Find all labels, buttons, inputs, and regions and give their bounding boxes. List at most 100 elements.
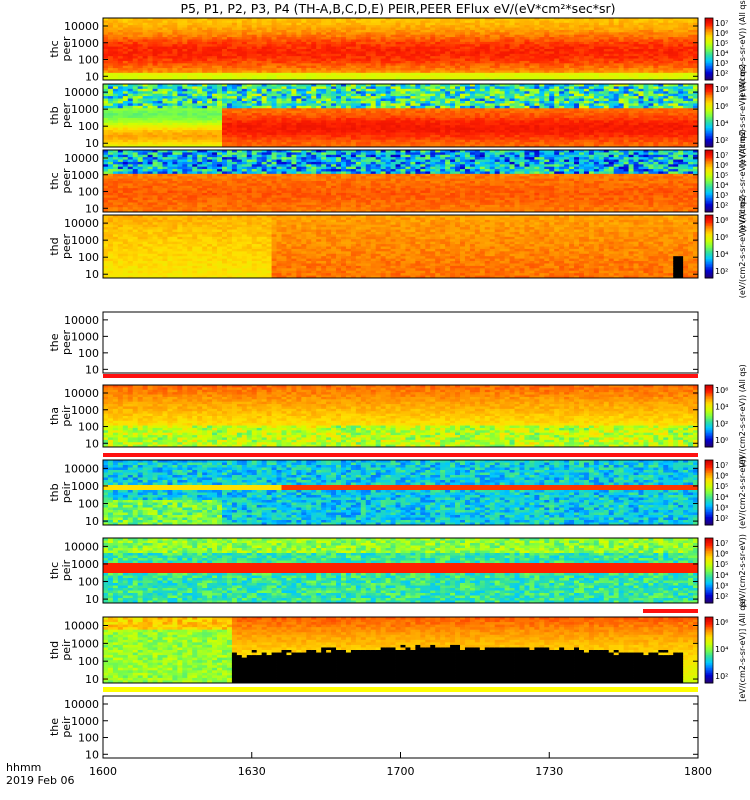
heatmap-cell <box>559 37 565 40</box>
heatmap-cell <box>182 144 188 148</box>
heatmap-cell <box>226 25 233 28</box>
heatmap-cell <box>514 60 520 64</box>
heatmap-cell <box>385 65 391 69</box>
heatmap-cell <box>608 34 615 38</box>
heatmap-cell <box>435 134 441 138</box>
heatmap-cell <box>539 56 545 59</box>
heatmap-cell <box>435 27 441 31</box>
heatmap-cell <box>574 70 580 74</box>
heatmap-cell <box>395 84 401 87</box>
heatmap-cell <box>663 37 669 40</box>
heatmap-cell <box>222 60 228 64</box>
heatmap-cell <box>311 117 317 121</box>
heatmap-cell <box>177 27 183 31</box>
heatmap-cell <box>142 98 149 102</box>
heatmap-cell <box>435 63 441 67</box>
heatmap-cell <box>569 53 575 57</box>
heatmap-cell <box>236 58 243 62</box>
heatmap-cell <box>365 44 372 48</box>
heatmap-cell <box>296 113 302 116</box>
heatmap-cell <box>271 51 277 55</box>
heatmap-cell <box>410 58 416 62</box>
heatmap-cell <box>182 113 188 116</box>
heatmap-cell <box>132 127 139 131</box>
heatmap-cell <box>202 41 208 45</box>
heatmap-cell <box>256 142 263 145</box>
heatmap-cell <box>370 115 377 119</box>
heatmap-cell <box>345 86 352 90</box>
heatmap-cell <box>683 20 689 24</box>
heatmap-cell <box>693 63 699 67</box>
heatmap-cell <box>187 115 193 119</box>
heatmap-cell <box>341 44 347 48</box>
heatmap-cell <box>142 142 149 145</box>
heatmap-cell <box>172 139 178 143</box>
heatmap-cell <box>112 75 119 79</box>
heatmap-cell <box>231 105 238 109</box>
heatmap-cell <box>514 18 520 21</box>
heatmap-cell <box>167 115 173 119</box>
heatmap-cell <box>132 49 139 52</box>
heatmap-cell <box>455 70 461 74</box>
heatmap-cell <box>157 120 163 124</box>
heatmap-cell <box>157 56 163 59</box>
heatmap-cell <box>132 137 139 141</box>
heatmap-cell <box>271 120 277 124</box>
heatmap-cell <box>336 127 342 131</box>
heatmap-cell <box>217 115 223 119</box>
heatmap-cell <box>375 93 382 97</box>
heatmap-cell <box>489 25 496 28</box>
heatmap-cell <box>668 75 674 79</box>
heatmap-cell <box>445 91 451 95</box>
heatmap-cell <box>524 29 530 33</box>
heatmap-cell <box>678 68 684 71</box>
heatmap-cell <box>182 46 188 50</box>
heatmap-cell <box>445 27 451 31</box>
heatmap-cell <box>137 39 144 43</box>
heatmap-cell <box>256 65 263 69</box>
heatmap-cell <box>435 41 441 45</box>
heatmap-cell <box>291 58 297 62</box>
heatmap-cell <box>103 49 109 52</box>
heatmap-cell <box>569 72 575 76</box>
heatmap-cell <box>246 115 253 119</box>
heatmap-cell <box>524 27 530 31</box>
heatmap-cell <box>385 34 391 38</box>
heatmap-cell <box>162 65 168 69</box>
heatmap-cell <box>559 44 565 48</box>
heatmap-cell <box>142 105 149 109</box>
heatmap-cell <box>197 98 203 102</box>
heatmap-cell <box>524 18 530 21</box>
heatmap-cell <box>405 37 411 40</box>
heatmap-cell <box>251 53 258 57</box>
heatmap-cell <box>152 96 158 99</box>
heatmap-cell <box>390 51 396 55</box>
heatmap-cell <box>217 53 223 57</box>
heatmap-cell <box>172 91 178 95</box>
heatmap-cell <box>276 120 282 124</box>
heatmap-cell <box>628 60 634 64</box>
heatmap-cell <box>117 137 124 141</box>
heatmap-cell <box>336 110 342 114</box>
heatmap-cell <box>117 63 124 67</box>
heatmap-cell <box>132 139 139 143</box>
heatmap-cell <box>256 58 263 62</box>
heatmap-cell <box>241 25 248 28</box>
heatmap-cell <box>544 77 550 81</box>
heatmap-cell <box>370 25 377 28</box>
heatmap-cell <box>474 37 481 40</box>
heatmap-cell <box>286 88 292 92</box>
heatmap-cell <box>638 20 644 24</box>
heatmap-cell <box>678 37 684 40</box>
heatmap-cell <box>147 58 153 62</box>
heatmap-cell <box>187 117 193 121</box>
heatmap-cell <box>479 18 486 21</box>
heatmap-cell <box>306 34 312 38</box>
heatmap-cell <box>395 125 401 129</box>
heatmap-cell <box>618 68 625 71</box>
heatmap-cell <box>286 108 292 112</box>
heatmap-cell <box>147 127 153 131</box>
heatmap-cell <box>405 144 411 148</box>
heatmap-cell <box>246 22 253 26</box>
heatmap-cell <box>107 139 114 143</box>
